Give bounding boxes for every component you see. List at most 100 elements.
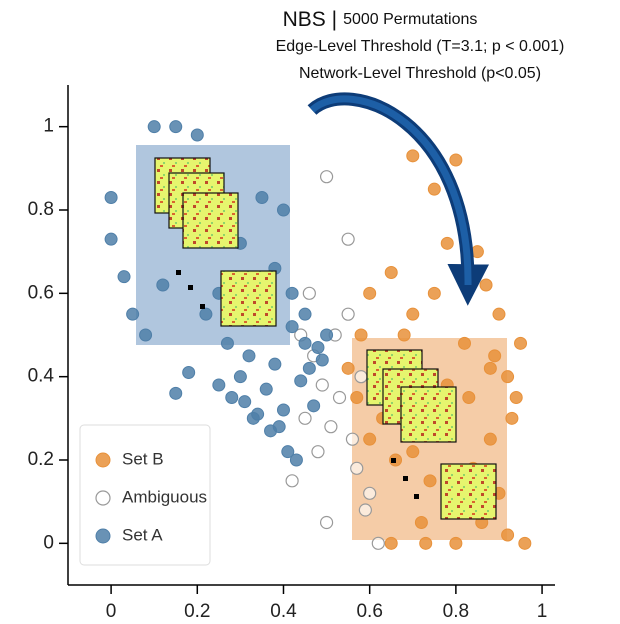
point (199, 307, 213, 321)
point (354, 328, 368, 342)
point (126, 307, 140, 321)
point (514, 336, 528, 350)
point (449, 536, 463, 550)
point (281, 445, 295, 459)
point (212, 378, 226, 392)
x-tick-label: 0.8 (443, 601, 469, 622)
point (276, 403, 290, 417)
point (233, 370, 247, 384)
y-tick-label: 0.4 (28, 366, 55, 387)
point (427, 182, 441, 196)
point (302, 361, 316, 375)
point (298, 307, 312, 321)
point (488, 349, 502, 363)
point (406, 445, 420, 459)
legend-box (79, 424, 211, 566)
point (483, 361, 497, 375)
point (505, 411, 519, 425)
ellipsis-dots (176, 270, 419, 499)
point (354, 370, 368, 384)
point (251, 407, 265, 421)
legend-label: Ambiguous (122, 487, 207, 506)
point (139, 328, 153, 342)
point (501, 528, 515, 542)
y-tick-label: 0 (43, 532, 54, 553)
point (264, 424, 278, 438)
point (397, 328, 411, 342)
title: NBS | (283, 8, 337, 31)
point (462, 391, 476, 404)
points (104, 120, 532, 550)
point (345, 432, 360, 446)
x-tick-label: 0 (106, 601, 117, 622)
matrix (182, 192, 239, 249)
point (363, 486, 377, 500)
arrow (307, 92, 490, 306)
point (440, 236, 454, 250)
arrow-inner (309, 95, 472, 286)
point (363, 432, 377, 446)
point (147, 120, 161, 134)
matrix (400, 386, 457, 443)
point (285, 320, 299, 334)
annotation: Edge-Level Threshold (T=3.1; p < 0.001) (276, 38, 565, 55)
point (414, 516, 428, 529)
point (302, 286, 316, 300)
point (479, 278, 493, 292)
point (501, 370, 515, 384)
point (419, 536, 433, 550)
point (324, 420, 338, 434)
point (225, 391, 239, 404)
point (169, 386, 183, 400)
legend: Set B Ambiguous Set A (79, 424, 211, 566)
point (315, 353, 329, 367)
point (341, 232, 355, 246)
matrix (440, 463, 497, 520)
point (319, 515, 334, 530)
point (350, 461, 364, 475)
point (384, 266, 398, 279)
matrices (154, 157, 497, 520)
point (285, 286, 299, 300)
point (406, 307, 420, 321)
subtitle: 5000 Permutations (343, 11, 477, 28)
point (315, 378, 329, 392)
y-tick-label: 0.8 (28, 199, 54, 220)
point (371, 536, 385, 550)
chart-title: NBS | 5000 Permutations (283, 8, 478, 31)
point (311, 445, 325, 459)
point (255, 191, 269, 204)
point (320, 328, 334, 342)
point (276, 203, 290, 217)
point (449, 153, 463, 167)
point (358, 503, 372, 517)
legend-marker (95, 452, 111, 468)
y-tick-label: 0.6 (28, 282, 54, 303)
point (341, 361, 355, 375)
point (117, 270, 131, 284)
point (319, 170, 334, 184)
point (298, 411, 312, 425)
axes: 0 0.2 0.4 0.6 0.8 1 0 0.2 0.4 0.6 0.8 1 (28, 85, 555, 622)
point (427, 286, 441, 300)
point (457, 336, 471, 350)
point (104, 232, 118, 246)
point (518, 536, 532, 550)
point (492, 307, 506, 321)
point (268, 357, 282, 371)
x-tick-label: 0.4 (270, 601, 297, 622)
legend-marker (95, 490, 111, 506)
point (509, 391, 523, 404)
point (294, 374, 308, 388)
point (104, 191, 118, 204)
point (238, 395, 252, 409)
point (156, 278, 170, 292)
point (363, 286, 377, 300)
legend-label: Set A (122, 525, 163, 544)
point (182, 366, 196, 379)
y-tick-label: 0.2 (28, 449, 54, 470)
x-tick-label: 1 (537, 601, 548, 622)
point (220, 336, 234, 350)
matrix (220, 270, 277, 327)
point (423, 474, 437, 488)
